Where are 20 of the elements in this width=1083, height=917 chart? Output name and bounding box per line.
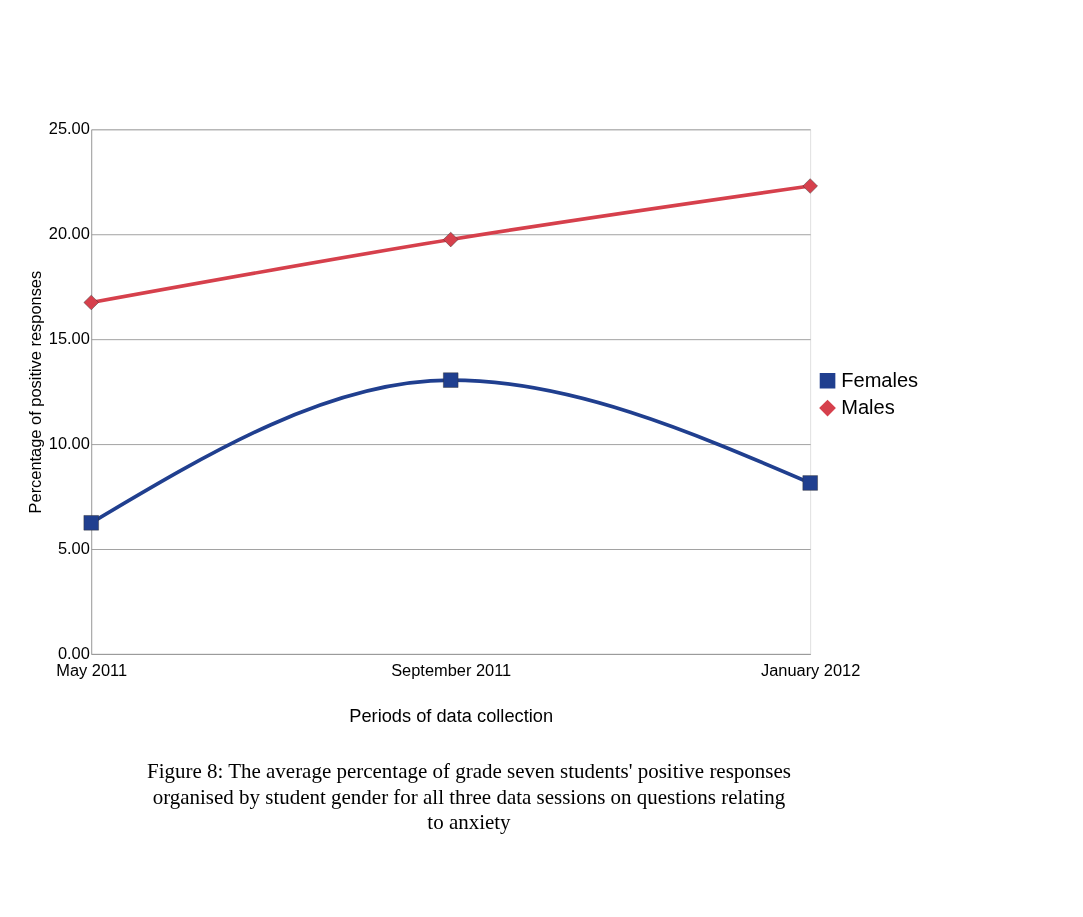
point xyxy=(443,372,459,388)
x-tick-label: May 2011 xyxy=(56,661,128,680)
point xyxy=(802,178,818,194)
x-axis-title: Periods of data collection xyxy=(349,704,554,726)
x-tick-label: September 2011 xyxy=(391,661,512,680)
point xyxy=(83,294,99,311)
point xyxy=(443,231,459,248)
caption: Figure 8: The average percentage of grade seven students' positive responses organised by student gender for all three data sessions on questions relating to anxiety xyxy=(147,759,791,835)
y-tick-label: 10.00 xyxy=(48,434,90,453)
y-axis-title: Percentage of positive responses xyxy=(26,270,45,514)
y-tick-label: 20.00 xyxy=(48,224,90,243)
y-tick-label: 5.00 xyxy=(57,539,90,558)
y-tick-label: 0.00 xyxy=(57,644,90,662)
legend-label: Males xyxy=(841,396,895,419)
point xyxy=(83,515,99,531)
point xyxy=(802,475,818,491)
y-tick-label: 25.00 xyxy=(48,119,90,138)
x-tick-label: January 2012 xyxy=(760,661,861,680)
y-tick-label: 15.00 xyxy=(48,329,90,348)
legend-label: Females xyxy=(841,369,919,392)
